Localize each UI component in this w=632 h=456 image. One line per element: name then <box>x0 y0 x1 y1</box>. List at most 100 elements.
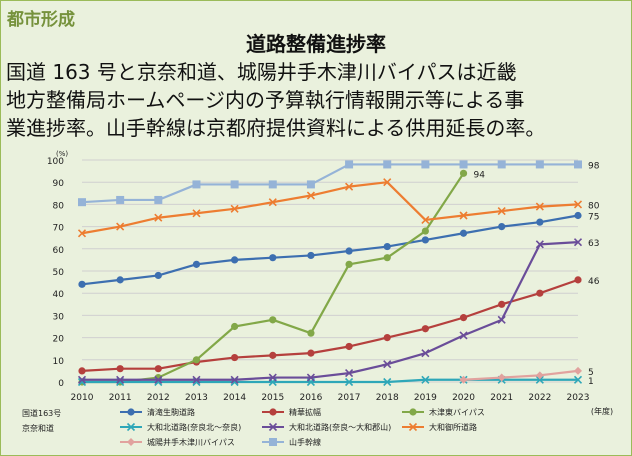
end-value-label: 75 <box>588 213 599 223</box>
end-value-label: 80 <box>588 201 600 211</box>
data-point <box>421 160 430 169</box>
legend-swatch-marker <box>408 422 418 432</box>
data-point <box>230 204 239 213</box>
x-tick-label: 2014 <box>223 393 246 403</box>
x-tick-label: 2023 <box>567 393 590 403</box>
data-point <box>574 276 582 284</box>
y-tick-label: 20 <box>53 335 65 345</box>
data-point <box>116 365 124 373</box>
data-point <box>459 211 468 220</box>
data-point <box>77 229 87 238</box>
data-point <box>306 373 315 382</box>
data-point <box>459 331 468 340</box>
data-point <box>154 365 162 373</box>
data-point <box>78 367 86 375</box>
data-point <box>459 375 468 384</box>
data-point <box>269 254 277 262</box>
data-point <box>573 238 583 247</box>
description-line: 業進捗率。山手幹線は京都府提供資料による供用延長の率。 <box>6 116 546 140</box>
y-tick-label: 100 <box>47 157 64 167</box>
data-point <box>307 251 315 260</box>
end-value-label: 5 <box>588 368 594 378</box>
data-point <box>269 316 277 324</box>
end-value-label: 94 <box>474 170 486 180</box>
data-point <box>421 375 430 384</box>
data-point <box>498 300 506 308</box>
x-tick-label: 2011 <box>109 393 132 403</box>
x-tick-label: 2018 <box>376 393 399 403</box>
data-point <box>116 375 125 384</box>
series-line <box>81 278 579 372</box>
description: 国道 163 号と京奈和道、城陽井手木津川バイパスは近畿 地方整備局ホームページ… <box>6 58 628 142</box>
data-point <box>345 369 354 378</box>
data-point <box>116 195 125 204</box>
y-tick-label: 30 <box>53 312 65 322</box>
data-point <box>192 260 201 268</box>
data-point <box>345 160 354 169</box>
data-point <box>383 160 392 169</box>
description-line: 国道 163 号と京奈和道、城陽井手木津川バイパスは近畿 <box>6 60 517 84</box>
data-point <box>230 180 239 189</box>
series-line <box>81 163 578 204</box>
data-point <box>78 280 86 288</box>
y-tick-label: 40 <box>53 290 65 300</box>
data-point <box>383 254 391 262</box>
data-point <box>574 211 582 220</box>
description-line: 地方整備局ホームページ内の予算執行情報開示等による事 <box>6 88 525 112</box>
x-axis-unit: (年度) <box>591 406 613 416</box>
data-point <box>536 218 544 226</box>
data-point <box>116 276 124 284</box>
data-point <box>192 209 201 218</box>
data-point <box>192 356 201 364</box>
legend-group-label: 京奈和道 <box>22 423 54 433</box>
page-title: 道路整備進捗率 <box>246 32 386 56</box>
data-point <box>535 371 544 380</box>
data-point <box>154 213 163 222</box>
legend-swatch-marker <box>126 422 136 432</box>
series-line <box>82 241 579 381</box>
x-tick-label: 2010 <box>71 393 94 403</box>
data-point <box>383 377 392 387</box>
x-tick-label: 2015 <box>261 393 284 403</box>
legend-label: 大和北道路(奈良北～奈良) <box>147 422 241 432</box>
data-point <box>383 334 391 342</box>
data-point <box>269 351 277 359</box>
y-tick-label: 80 <box>53 201 65 211</box>
legend-label: 山手幹線 <box>289 437 321 447</box>
data-point <box>345 247 353 255</box>
data-point <box>306 191 315 200</box>
data-point <box>459 169 468 177</box>
legend-label: 精華拡幅 <box>289 407 321 417</box>
end-value-label: 1 <box>588 377 594 387</box>
data-point <box>574 366 582 375</box>
data-point <box>116 222 125 231</box>
data-point <box>268 373 277 382</box>
legend-label: 木津東バイパス <box>429 407 485 417</box>
y-tick-label: 90 <box>53 179 65 189</box>
legend-swatch-marker <box>269 408 277 416</box>
data-point <box>574 160 582 169</box>
data-point <box>497 373 506 382</box>
data-point <box>154 375 163 384</box>
data-point <box>154 271 162 280</box>
data-point <box>421 349 430 358</box>
data-point <box>498 223 506 231</box>
data-point <box>345 342 353 351</box>
data-point <box>421 215 430 225</box>
x-tick-label: 2017 <box>338 393 361 403</box>
data-point <box>459 229 468 237</box>
data-point <box>421 227 429 235</box>
legend-swatch-marker <box>269 438 277 446</box>
series-line <box>81 214 579 286</box>
y-tick-label: 10 <box>53 357 65 367</box>
series-line <box>81 181 579 235</box>
legend-label: 大和北道路(奈良～大和郡山) <box>289 422 391 432</box>
data-point <box>497 206 506 216</box>
data-point <box>535 202 544 211</box>
data-point <box>230 375 239 384</box>
data-point <box>268 198 277 207</box>
data-point <box>78 198 86 207</box>
series-line <box>463 369 579 381</box>
data-point <box>306 180 315 189</box>
data-point <box>383 360 392 369</box>
